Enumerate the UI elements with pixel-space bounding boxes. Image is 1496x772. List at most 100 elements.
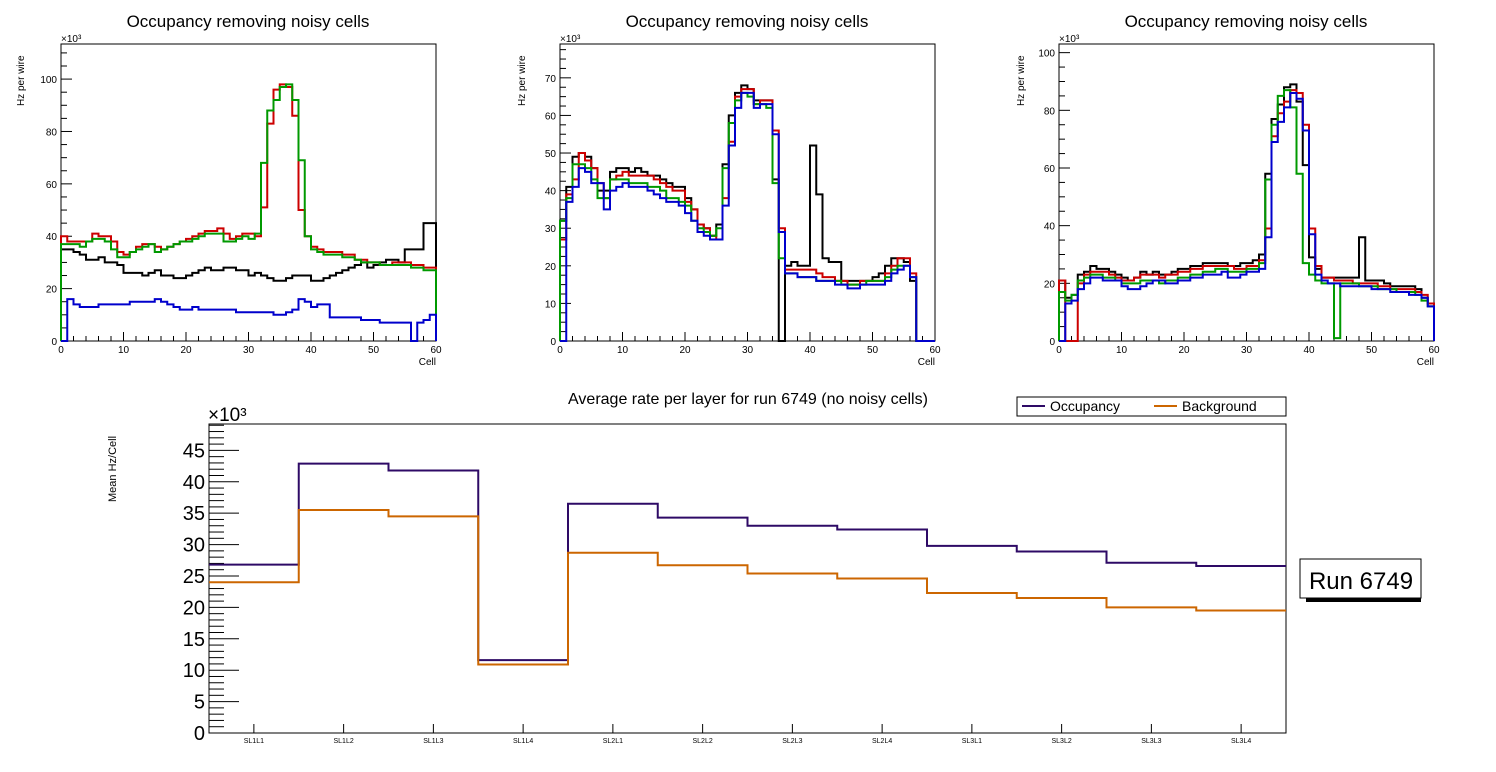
- x-tick-label: SL3L3: [1141, 738, 1161, 745]
- x-tick-label: SL2L4: [872, 738, 892, 745]
- series-red-line: [1058, 89, 1435, 342]
- y-tick-label: 80: [46, 127, 58, 138]
- x-tick-label: 60: [1428, 345, 1440, 356]
- y-tick-label: 60: [46, 180, 58, 191]
- y-tick-label: 10: [183, 660, 205, 682]
- series-blue-line: [560, 91, 935, 342]
- series-background-line: [209, 509, 1286, 666]
- chart-title: Occupancy removing noisy cells: [127, 12, 370, 31]
- occupancy-chart-2: Occupancy removing noisy cells ×10³ Hz p…: [517, 12, 941, 368]
- x-tick-label: 10: [617, 345, 629, 356]
- x-tick-label: 40: [804, 345, 816, 356]
- y-axis-label: Hz per wire: [1016, 55, 1027, 106]
- series-green-line: [1058, 89, 1435, 341]
- x-axis-label: Cell: [1417, 357, 1434, 368]
- x-tick-label: 10: [1116, 345, 1128, 356]
- y-tick-label: 70: [545, 74, 557, 85]
- x-tick-label: SL3L1: [962, 738, 982, 745]
- y-multiplier: ×10³: [1059, 34, 1080, 45]
- chart-title: Occupancy removing noisy cells: [626, 12, 869, 31]
- y-tick-label: 20: [46, 285, 58, 296]
- series-black-line: [1058, 83, 1435, 341]
- chart-title: Occupancy removing noisy cells: [1125, 12, 1368, 31]
- run-label-frame: [1299, 558, 1422, 599]
- x-tick-label: 40: [1303, 345, 1315, 356]
- y-tick-label: 80: [1044, 106, 1056, 117]
- run-label-shadow: [1306, 597, 1421, 602]
- y-tick-label: 30: [545, 224, 557, 235]
- x-tick-label: 30: [1241, 345, 1253, 356]
- y-tick-label: 100: [40, 75, 57, 86]
- x-tick-label: 0: [1056, 345, 1062, 356]
- y-multiplier: ×10³: [61, 34, 82, 45]
- y-tick-label: 60: [1044, 164, 1056, 175]
- y-tick-label: 45: [183, 440, 205, 462]
- y-tick-label: 30: [183, 535, 205, 557]
- series-red-line: [559, 88, 935, 342]
- series-black-line: [559, 84, 935, 342]
- x-axis-label: Cell: [918, 357, 935, 368]
- x-tick-label: SL1L3: [423, 738, 443, 745]
- chart-title: Average rate per layer for run 6749 (no …: [568, 391, 928, 408]
- y-tick-label: 0: [550, 337, 556, 348]
- legend-label-background: Background: [1182, 398, 1257, 414]
- x-tick-label: SL2L1: [603, 738, 623, 745]
- x-tick-label: 40: [305, 345, 317, 356]
- legend-box: [1016, 396, 1287, 417]
- y-tick-label: 20: [545, 262, 557, 273]
- x-tick-label: SL3L4: [1231, 738, 1251, 745]
- series-blue-line: [61, 298, 437, 342]
- y-tick-label: 5: [194, 692, 205, 714]
- x-tick-label: 20: [1178, 345, 1190, 356]
- y-axis-label: Hz per wire: [16, 55, 27, 106]
- y-tick-label: 0: [1049, 337, 1055, 348]
- x-tick-label: 0: [557, 345, 563, 356]
- y-tick-label: 0: [194, 723, 205, 745]
- x-tick-label: SL2L2: [693, 738, 713, 745]
- x-tick-label: 20: [180, 345, 192, 356]
- x-axis-label: Cell: [419, 357, 436, 368]
- run-label: Run 6749: [1309, 568, 1413, 595]
- legend-label-occupancy: Occupancy: [1050, 398, 1120, 414]
- y-tick-label: 20: [183, 597, 205, 619]
- x-tick-label: 30: [243, 345, 255, 356]
- x-tick-label: SL2L3: [782, 738, 802, 745]
- run-label-box: Run 6749: [1299, 558, 1422, 602]
- series-green-line: [60, 83, 437, 341]
- y-tick-label: 35: [183, 503, 205, 525]
- x-tick-label: SL1L1: [244, 738, 264, 745]
- legend: Occupancy Background: [1016, 396, 1287, 417]
- y-tick-label: 40: [46, 232, 58, 243]
- x-tick-label: SL1L2: [334, 738, 354, 745]
- y-tick-label: 40: [183, 472, 205, 494]
- plot-frame: [208, 423, 1287, 734]
- x-tick-label: 50: [867, 345, 879, 356]
- x-tick-label: 60: [430, 345, 442, 356]
- y-multiplier: ×10³: [208, 405, 247, 426]
- plot-frame: [60, 43, 437, 342]
- y-multiplier: ×10³: [560, 34, 581, 45]
- series-red-line: [60, 83, 437, 341]
- y-tick-label: 40: [1044, 222, 1056, 233]
- x-tick-label: SL1L4: [513, 738, 533, 745]
- series-occupancy-line: [209, 462, 1286, 662]
- x-tick-label: 60: [929, 345, 941, 356]
- series-green-line: [559, 91, 935, 342]
- y-tick-label: 20: [1044, 279, 1056, 290]
- x-tick-label: 20: [679, 345, 691, 356]
- y-axis-label: Hz per wire: [517, 55, 528, 106]
- occupancy-chart-3: Occupancy removing noisy cells ×10³ Hz p…: [1016, 12, 1440, 368]
- y-tick-label: 10: [545, 299, 557, 310]
- x-tick-label: 30: [742, 345, 754, 356]
- x-tick-label: 10: [118, 345, 130, 356]
- x-tick-label: 0: [58, 345, 64, 356]
- x-tick-label: SL3L2: [1052, 738, 1072, 745]
- y-tick-label: 60: [545, 111, 557, 122]
- y-tick-label: 0: [51, 337, 57, 348]
- y-tick-label: 25: [183, 566, 205, 588]
- y-axis-label: Mean Hz/Cell: [107, 436, 119, 502]
- y-tick-label: 15: [183, 629, 205, 651]
- y-tick-label: 100: [1038, 49, 1055, 60]
- occupancy-chart-1: Occupancy removing noisy cells ×10³ Hz p…: [16, 12, 442, 368]
